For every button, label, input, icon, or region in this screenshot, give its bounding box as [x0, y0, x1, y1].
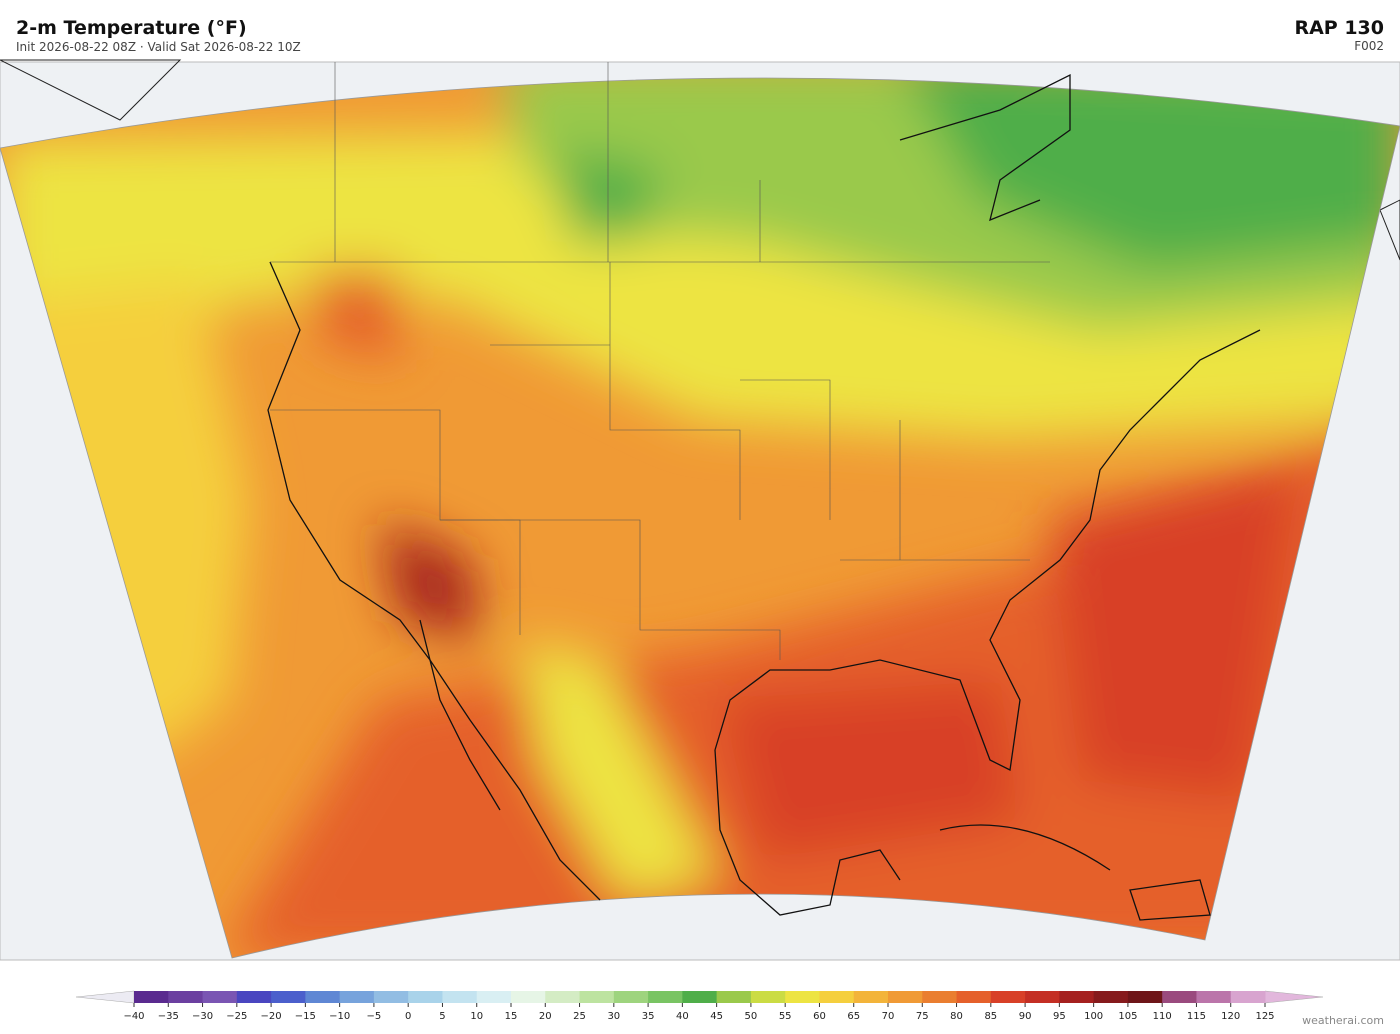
map-subtitle: Init 2026-08-22 08Z · Valid Sat 2026-08-… — [16, 40, 301, 54]
colorbar-tick-label: −35 — [158, 1011, 179, 1022]
colorbar-segment — [785, 991, 820, 1003]
colorbar-tick-label: 60 — [813, 1011, 826, 1022]
colorbar-segment — [1162, 991, 1197, 1003]
colorbar-segment — [476, 991, 512, 1003]
colorbar-tick-label: 80 — [950, 1011, 963, 1022]
colorbar-segment — [442, 991, 478, 1003]
colorbar-tick-label: 25 — [573, 1011, 586, 1022]
colorbar-tick-label: 35 — [642, 1011, 655, 1022]
colorbar-segment — [168, 991, 204, 1003]
colorbar-tick-label: 50 — [745, 1011, 758, 1022]
colorbar: −40 −35 −30 −25 −20 −15 −10 −5 0 5 10 15 20 25 30 35 40 4… — [75, 990, 1324, 1022]
colorbar-segment — [305, 991, 341, 1003]
colorbar-segment — [682, 991, 718, 1003]
colorbar-tick-label: −25 — [226, 1011, 247, 1022]
colorbar-tick-label: 45 — [710, 1011, 723, 1022]
colorbar-tick-label: −20 — [261, 1011, 282, 1022]
colorbar-segment — [1196, 991, 1232, 1003]
colorbar-tick-label: −5 — [367, 1011, 382, 1022]
colorbar-segment — [134, 991, 169, 1003]
colorbar-tick-label: −40 — [123, 1011, 144, 1022]
colorbar-tick-label: 85 — [984, 1011, 997, 1022]
colorbar-segment — [922, 991, 958, 1003]
colorbar-tick-label: 95 — [1053, 1011, 1066, 1022]
colorbar-tick-label: 0 — [405, 1011, 411, 1022]
colorbar-segment — [613, 991, 649, 1003]
colorbar-segment — [408, 991, 443, 1003]
colorbar-tick-label: −30 — [192, 1011, 213, 1022]
colorbar-segment — [339, 991, 375, 1003]
colorbar-over — [1264, 990, 1324, 1004]
colorbar-tick-label: 15 — [505, 1011, 518, 1022]
colorbar-tick-label: 105 — [1118, 1011, 1137, 1022]
colorbar-segment — [1093, 991, 1129, 1003]
colorbar-tick-label: −10 — [329, 1011, 350, 1022]
colorbar-tick-label: 5 — [439, 1011, 445, 1022]
colorbar-segment — [750, 991, 786, 1003]
colorbar-segment — [648, 991, 683, 1003]
colorbar-segment — [373, 991, 409, 1003]
forecast-hour: F002 — [1354, 39, 1384, 53]
colorbar-segment — [819, 991, 855, 1003]
model-name: RAP 130 — [1294, 17, 1384, 39]
colorbar-segment — [716, 991, 752, 1003]
map — [0, 59, 1400, 961]
colorbar-segment — [579, 991, 615, 1003]
colorbar-under — [75, 990, 135, 1004]
colorbar-tick-label: 30 — [607, 1011, 620, 1022]
colorbar-segment — [511, 991, 546, 1003]
colorbar-segment — [271, 991, 306, 1003]
map-title: 2-m Temperature (°F) — [16, 17, 247, 39]
colorbar-tick-label: 20 — [539, 1011, 552, 1022]
colorbar-segment — [888, 991, 923, 1003]
colorbar-tick-label: 10 — [470, 1011, 483, 1022]
colorbar-segment — [990, 991, 1026, 1003]
colorbar-segment — [853, 991, 889, 1003]
colorbar-tick-label: 75 — [916, 1011, 929, 1022]
colorbar-tick-label: 90 — [1019, 1011, 1032, 1022]
colorbar-segment — [1127, 991, 1163, 1003]
credit: weatherai.com — [1302, 1014, 1384, 1027]
colorbar-tick-label: 70 — [882, 1011, 895, 1022]
temperature-field — [0, 77, 1400, 958]
colorbar-tick-label: 55 — [779, 1011, 792, 1022]
colorbar-tick-label: 125 — [1255, 1011, 1274, 1022]
colorbar-tick-label: 100 — [1084, 1011, 1103, 1022]
colorbar-tick-label: 115 — [1187, 1011, 1206, 1022]
colorbar-segment — [1025, 991, 1060, 1003]
colorbar-tick-label: 65 — [847, 1011, 860, 1022]
colorbar-segment — [202, 991, 238, 1003]
colorbar-segment — [236, 991, 272, 1003]
colorbar-tick-label: −15 — [295, 1011, 316, 1022]
colorbar-segment — [1059, 991, 1095, 1003]
colorbar-segment — [1230, 991, 1266, 1003]
colorbar-tick-label: 40 — [676, 1011, 689, 1022]
colorbar-tick-label: 110 — [1153, 1011, 1172, 1022]
colorbar-segment — [545, 991, 581, 1003]
colorbar-tick-label: 120 — [1221, 1011, 1240, 1022]
colorbar-segment — [956, 991, 992, 1003]
